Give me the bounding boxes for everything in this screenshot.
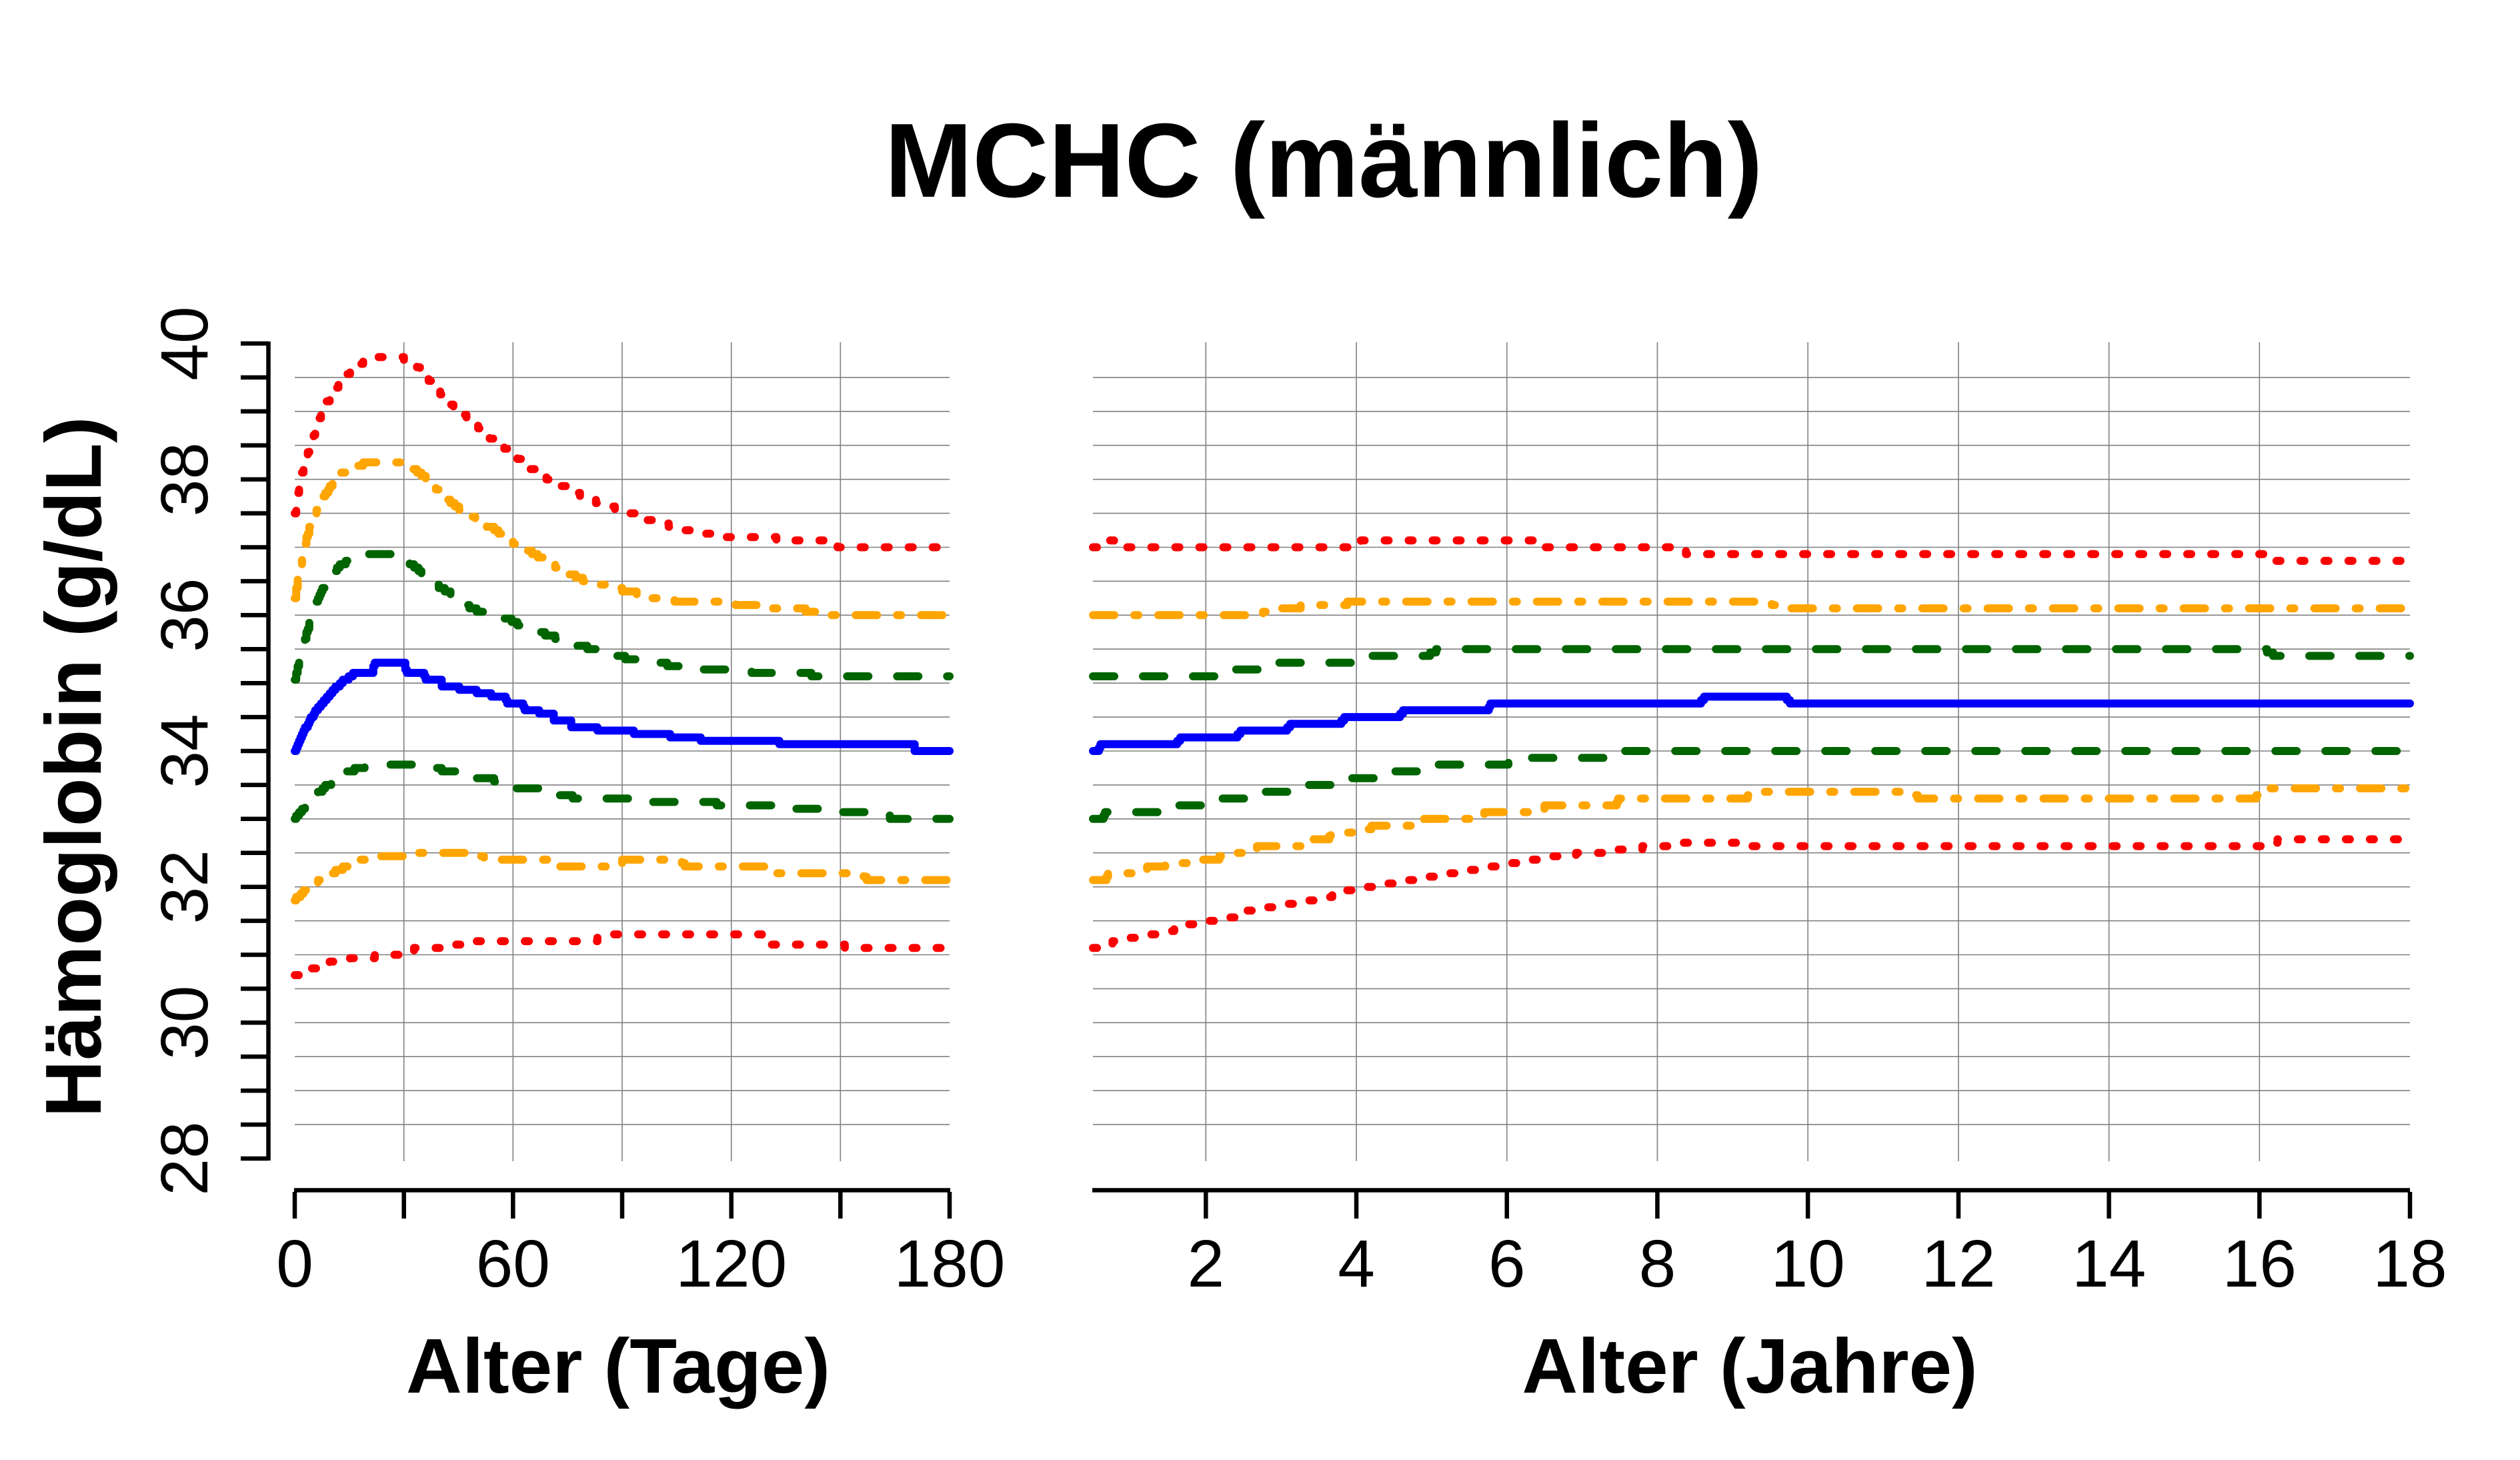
svg-text:16: 16 (2223, 1227, 2297, 1301)
svg-text:10: 10 (1770, 1227, 1844, 1301)
svg-text:32: 32 (147, 850, 222, 924)
svg-text:2: 2 (1187, 1227, 1224, 1301)
svg-text:8: 8 (1639, 1227, 1676, 1301)
svg-text:12: 12 (1921, 1227, 1995, 1301)
svg-text:0: 0 (276, 1227, 313, 1301)
svg-text:30: 30 (147, 986, 222, 1060)
svg-text:6: 6 (1488, 1227, 1526, 1301)
svg-text:4: 4 (1338, 1227, 1375, 1301)
svg-text:Hämoglobin (g/dL): Hämoglobin (g/dL) (29, 417, 118, 1118)
svg-text:Alter (Jahre): Alter (Jahre) (1522, 1323, 1977, 1409)
svg-text:MCHC (männlich): MCHC (männlich) (885, 102, 1763, 219)
svg-text:120: 120 (676, 1227, 787, 1301)
svg-text:36: 36 (147, 578, 222, 652)
svg-text:28: 28 (147, 1121, 222, 1195)
svg-text:60: 60 (476, 1227, 550, 1301)
svg-text:180: 180 (894, 1227, 1006, 1301)
svg-text:34: 34 (147, 714, 222, 788)
svg-text:38: 38 (147, 442, 222, 516)
svg-text:18: 18 (2373, 1227, 2447, 1301)
svg-text:14: 14 (2072, 1227, 2146, 1301)
svg-text:40: 40 (147, 306, 222, 380)
svg-text:Alter (Tage): Alter (Tage) (406, 1323, 830, 1409)
